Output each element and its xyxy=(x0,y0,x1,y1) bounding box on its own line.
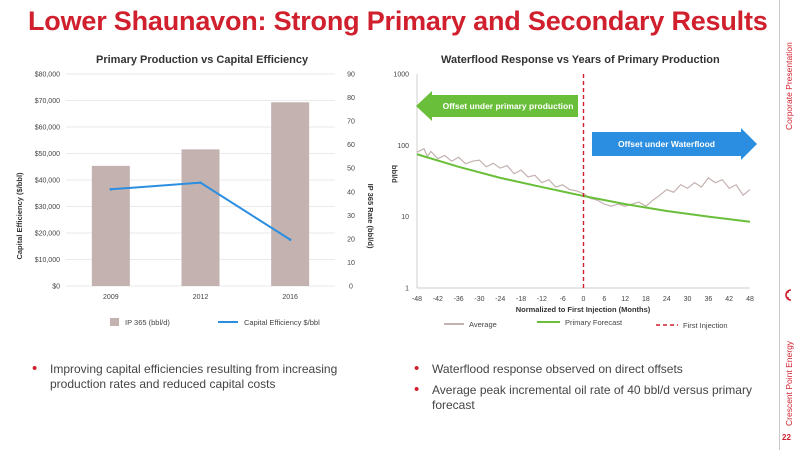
x-tick-label: 18 xyxy=(642,296,650,303)
page-number: 22 xyxy=(782,433,791,442)
legend-label: IP 365 (bbl/d) xyxy=(125,318,170,327)
x-tick-label: 48 xyxy=(746,296,754,303)
x-tick-label: 42 xyxy=(725,296,733,303)
y2-tick-label: 30 xyxy=(347,213,355,220)
bullet-text: Waterflood response observed on direct o… xyxy=(432,362,683,376)
y2-tick-label: 60 xyxy=(347,142,355,149)
y2-tick-label: 80 xyxy=(347,95,355,102)
legend-label: Primary Forecast xyxy=(565,318,623,327)
slide-title: Lower Shaunavon: Strong Primary and Seco… xyxy=(28,6,768,36)
x-tick-label: 2009 xyxy=(103,294,119,301)
x-tick-label: 30 xyxy=(684,296,692,303)
right-chart-x-axis-label: Normalized to First Injection (Months) xyxy=(516,305,651,314)
bullet-text: Average peak incremental oil rate of 40 … xyxy=(432,383,752,412)
y-tick-label: $50,000 xyxy=(35,151,60,158)
y-tick-label: $60,000 xyxy=(35,125,60,132)
legend-label: First Injection xyxy=(683,321,728,330)
bullet-item: • Improving capital efficiencies resultin… xyxy=(28,360,388,392)
bullet-icon: • xyxy=(32,360,38,377)
y-tick-label: $70,000 xyxy=(35,98,60,105)
bullet-icon: • xyxy=(414,381,420,398)
data-point xyxy=(199,181,202,184)
data-point xyxy=(288,238,292,241)
x-tick-label: 2012 xyxy=(193,294,209,301)
bullet-icon: • xyxy=(414,360,420,377)
x-tick-label: -36 xyxy=(454,296,464,303)
legend-label: Average xyxy=(469,320,497,329)
y-tick-label: 1000 xyxy=(393,72,409,79)
company-logo-icon xyxy=(785,289,792,301)
waterflood-response-chart: bbl/d Normalized to First Injection (Mon… xyxy=(390,72,757,330)
primary-production-arrow-label: Offset under primary production xyxy=(443,101,574,111)
y-tick-label: $0 xyxy=(52,284,60,291)
x-tick-label: 24 xyxy=(663,296,671,303)
bar xyxy=(91,165,130,286)
x-tick-label: 6 xyxy=(602,296,606,303)
y2-tick-label: 0 xyxy=(349,284,353,291)
side-label-top: Corporate Presentation xyxy=(784,42,794,130)
data-point xyxy=(109,187,113,191)
y-tick-label: 1 xyxy=(405,286,409,293)
right-bullet-list: • Waterflood response observed on direct … xyxy=(410,360,770,419)
y-tick-label: $30,000 xyxy=(35,204,60,211)
x-tick-label: 36 xyxy=(704,296,712,303)
y2-tick-label: 10 xyxy=(347,260,355,267)
waterflood-arrow-label: Offset under Waterflood xyxy=(618,139,715,149)
right-chart-y-axis-label: bbl/d xyxy=(390,165,399,183)
x-tick-label: -48 xyxy=(412,296,422,303)
primary-production-arrow xyxy=(416,91,578,121)
right-chart-title: Waterflood Response vs Years of Primary … xyxy=(441,54,720,66)
x-tick-label: 0 xyxy=(582,296,586,303)
left-chart-y2-axis-label: IP 365 Rate (bbl/d) xyxy=(366,184,375,249)
right-divider xyxy=(779,0,780,450)
average-series-line xyxy=(416,147,751,207)
y-tick-label: $10,000 xyxy=(35,257,60,264)
y-tick-label: $40,000 xyxy=(35,178,60,185)
y-tick-label: $80,000 xyxy=(35,72,60,79)
bullet-text: Improving capital efficiencies resulting… xyxy=(50,362,338,391)
waterflood-arrow xyxy=(592,128,757,160)
side-label-bottom: Crescent Point Energy xyxy=(784,340,794,426)
y2-tick-label: 70 xyxy=(347,119,355,126)
left-bullet-list: • Improving capital efficiencies resultin… xyxy=(28,360,388,398)
bullet-item: • Waterflood response observed on direct … xyxy=(410,360,770,377)
bullet-item: • Average peak incremental oil rate of 40… xyxy=(410,381,770,413)
y2-tick-label: 20 xyxy=(347,236,355,243)
x-tick-label: -24 xyxy=(495,296,505,303)
bar xyxy=(271,102,310,286)
x-tick-label: -12 xyxy=(537,296,547,303)
x-tick-label: -42 xyxy=(433,296,443,303)
x-tick-label: -18 xyxy=(516,296,526,303)
bar xyxy=(181,149,220,286)
legend-label: Capital Efficiency $/bbl xyxy=(244,318,320,327)
legend-swatch-bar xyxy=(110,318,119,326)
x-tick-label: 2016 xyxy=(282,294,298,301)
x-tick-label: 12 xyxy=(621,296,629,303)
y2-tick-label: 90 xyxy=(347,72,355,79)
y2-tick-label: 40 xyxy=(347,189,355,196)
left-chart-y-axis-label: Capital Efficiency ($/bbl) xyxy=(15,172,24,260)
left-chart-title: Primary Production vs Capital Efficiency xyxy=(96,54,309,66)
y-tick-label: 100 xyxy=(397,143,409,150)
y-tick-label: $20,000 xyxy=(35,231,60,238)
y-tick-label: 10 xyxy=(401,214,409,221)
x-tick-label: -30 xyxy=(474,296,484,303)
capital-efficiency-chart: Capital Efficiency ($/bbl) IP 365 Rate (… xyxy=(15,72,375,328)
y2-tick-label: 50 xyxy=(347,166,355,173)
x-tick-label: -6 xyxy=(560,296,566,303)
